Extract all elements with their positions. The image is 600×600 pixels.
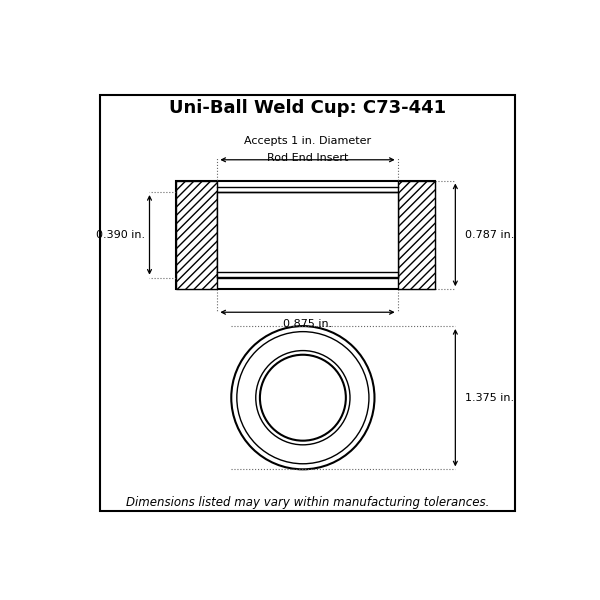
Text: 0.787 in.: 0.787 in. bbox=[464, 230, 514, 239]
Bar bbox=[398, 181, 434, 289]
Text: Rod End Insert: Rod End Insert bbox=[267, 153, 348, 163]
Text: Uni-Ball Weld Cup: C73-441: Uni-Ball Weld Cup: C73-441 bbox=[169, 99, 446, 117]
Bar bbox=[176, 181, 217, 289]
Text: Dimensions listed may vary within manufacturing tolerances.: Dimensions listed may vary within manufa… bbox=[126, 496, 489, 509]
Text: 0.390 in.: 0.390 in. bbox=[96, 230, 145, 239]
Text: Accepts 1 in. Diameter: Accepts 1 in. Diameter bbox=[244, 136, 371, 146]
Text: 1.375 in.: 1.375 in. bbox=[464, 393, 514, 403]
Bar bbox=[176, 181, 434, 289]
Text: 0.875 in.: 0.875 in. bbox=[283, 319, 332, 329]
Bar bbox=[217, 192, 398, 278]
